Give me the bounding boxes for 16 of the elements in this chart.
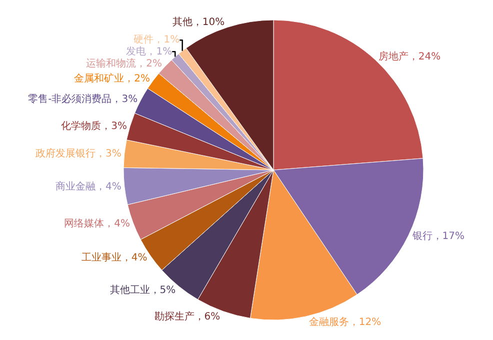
- slice-label: 商业金融，4%: [56, 180, 122, 192]
- slice-label: 房地产，24%: [378, 50, 441, 63]
- slice-label: 其他工业，5%: [110, 284, 176, 296]
- slice-label: 金融服务，12%: [308, 316, 382, 328]
- slice-label: 政府发展银行，3%: [36, 148, 122, 160]
- slice-label: 发电，1%: [126, 46, 172, 58]
- slice-label: 运输和物流，2%: [86, 58, 162, 70]
- slice-label: 勘探生产，6%: [154, 310, 220, 323]
- slice-label: 硬件，1%: [134, 34, 180, 46]
- slice-label: 银行，17%: [411, 230, 464, 242]
- slice-label: 金属和矿业，2%: [74, 72, 150, 85]
- slice-label: 零售-非必须消费品，3%: [28, 93, 138, 106]
- slice-label: 其他，10%: [172, 16, 225, 28]
- slice-label: 工业事业，4%: [81, 251, 148, 264]
- slice-label: 网络媒体，4%: [64, 217, 130, 230]
- slice-label: 化学物质，3%: [61, 120, 127, 132]
